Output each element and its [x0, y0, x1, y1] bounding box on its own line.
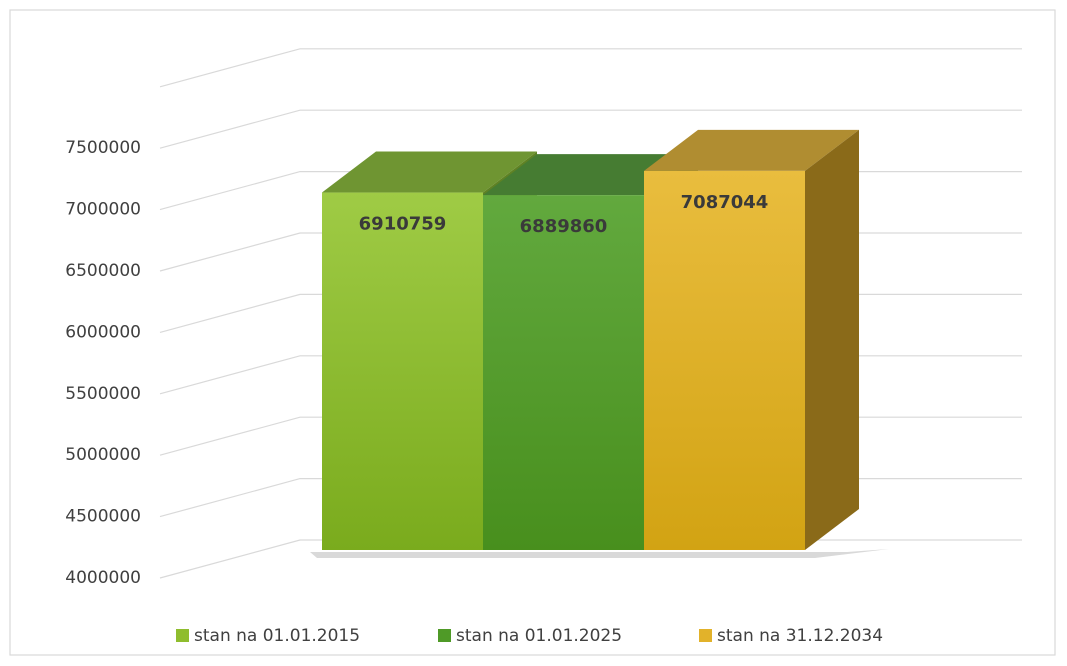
y-tick-label: 5000000 — [65, 445, 141, 465]
value-label: 7087044 — [681, 192, 769, 213]
grid-line — [159, 109, 1022, 149]
legend-swatch — [438, 629, 451, 642]
legend-label: stan na 01.01.2015 — [194, 626, 360, 646]
bar — [322, 192, 483, 551]
y-tick-label: 5500000 — [65, 384, 141, 404]
value-label: 6889860 — [520, 216, 608, 237]
y-tick-label: 6500000 — [65, 261, 141, 281]
legend-label: stan na 01.01.2025 — [456, 626, 622, 646]
y-tick-label: 6000000 — [65, 322, 141, 342]
y-tick-label: 7500000 — [65, 138, 141, 158]
value-label: 6910759 — [359, 214, 447, 235]
bar — [644, 170, 805, 550]
y-tick-label: 4000000 — [65, 568, 141, 588]
y-tick-label: 7000000 — [65, 200, 141, 220]
legend-swatch — [699, 629, 712, 642]
y-tick-label: 4500000 — [65, 507, 141, 527]
bar-side — [805, 129, 859, 550]
bar-top — [322, 151, 537, 193]
legend-label: stan na 31.12.2034 — [717, 626, 883, 646]
grid-line — [159, 48, 1022, 88]
floor-shadow — [310, 549, 889, 558]
bar — [483, 195, 644, 551]
legend-swatch — [176, 629, 189, 642]
bar-top — [644, 129, 859, 171]
